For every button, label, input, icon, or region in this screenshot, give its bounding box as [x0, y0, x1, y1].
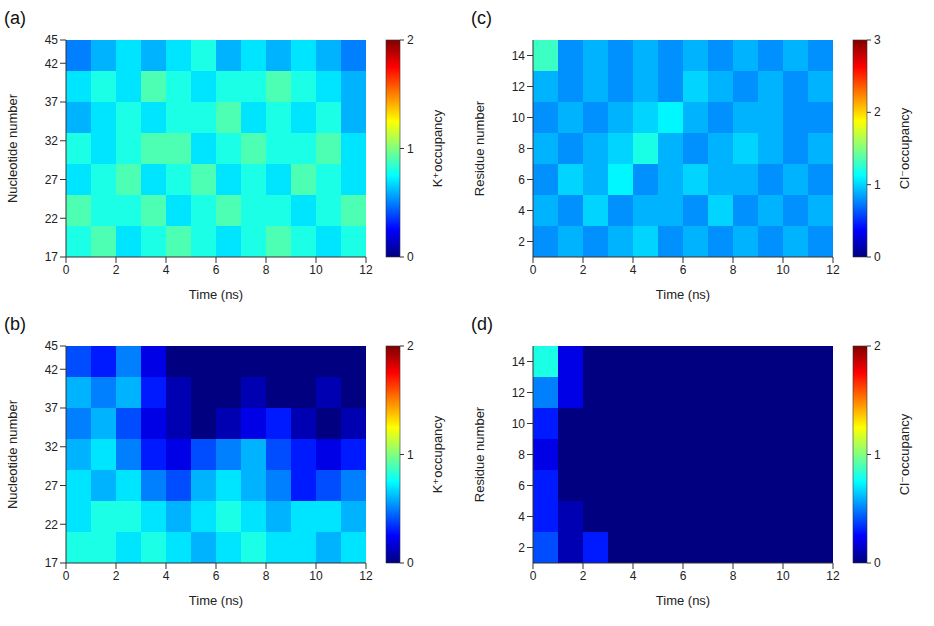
svg-text:32: 32 — [45, 440, 59, 454]
svg-text:14: 14 — [512, 49, 526, 63]
svg-text:K⁺occupancy: K⁺occupancy — [430, 415, 445, 493]
svg-text:Residue number: Residue number — [472, 406, 487, 502]
svg-text:K⁺occupancy: K⁺occupancy — [430, 109, 445, 187]
svg-text:27: 27 — [45, 173, 59, 187]
svg-text:Residue number: Residue number — [472, 100, 487, 196]
svg-text:8: 8 — [730, 569, 737, 583]
svg-text:6: 6 — [213, 263, 220, 277]
svg-text:2: 2 — [113, 263, 120, 277]
svg-text:0: 0 — [874, 556, 881, 570]
svg-text:6: 6 — [213, 569, 220, 583]
svg-text:0: 0 — [874, 250, 881, 264]
svg-text:12: 12 — [512, 80, 526, 94]
svg-text:10: 10 — [512, 111, 526, 125]
svg-text:1: 1 — [407, 142, 414, 156]
svg-text:2: 2 — [580, 263, 587, 277]
svg-text:12: 12 — [826, 569, 840, 583]
svg-text:2: 2 — [113, 569, 120, 583]
svg-text:10: 10 — [512, 417, 526, 431]
svg-text:6: 6 — [518, 479, 525, 493]
svg-text:4: 4 — [630, 569, 637, 583]
svg-text:37: 37 — [45, 401, 59, 415]
svg-text:8: 8 — [263, 263, 270, 277]
svg-text:17: 17 — [45, 556, 59, 570]
svg-text:1: 1 — [874, 178, 881, 192]
svg-text:Nucleotide number: Nucleotide number — [5, 399, 20, 509]
svg-text:8: 8 — [518, 448, 525, 462]
svg-text:37: 37 — [45, 95, 59, 109]
svg-text:0: 0 — [63, 263, 70, 277]
svg-text:10: 10 — [776, 569, 790, 583]
svg-text:0: 0 — [407, 250, 414, 264]
html-text:(d): (d) — [471, 314, 493, 334]
svg-text:6: 6 — [518, 173, 525, 187]
svg-text:Time (ns): Time (ns) — [656, 287, 710, 302]
svg-text:32: 32 — [45, 134, 59, 148]
svg-text:2: 2 — [407, 339, 414, 353]
svg-text:0: 0 — [407, 556, 414, 570]
svg-text:3: 3 — [874, 33, 881, 47]
svg-text:Cl⁻occupancy: Cl⁻occupancy — [897, 107, 912, 189]
svg-text:Cl⁻occupancy: Cl⁻occupancy — [897, 413, 912, 495]
svg-text:22: 22 — [45, 212, 59, 226]
svg-text:45: 45 — [45, 33, 59, 47]
svg-text:Time (ns): Time (ns) — [656, 593, 710, 608]
svg-text:10: 10 — [309, 569, 323, 583]
svg-text:10: 10 — [776, 263, 790, 277]
svg-text:45: 45 — [45, 339, 59, 353]
svg-text:8: 8 — [518, 142, 525, 156]
svg-text:4: 4 — [163, 263, 170, 277]
html-text:(b): (b) — [4, 314, 26, 334]
svg-text:22: 22 — [45, 518, 59, 532]
svg-text:6: 6 — [680, 263, 687, 277]
svg-text:2: 2 — [407, 33, 414, 47]
svg-text:42: 42 — [45, 57, 59, 71]
svg-text:0: 0 — [530, 569, 537, 583]
svg-text:Time (ns): Time (ns) — [189, 287, 243, 302]
svg-text:0: 0 — [63, 569, 70, 583]
html-text:(c): (c) — [471, 8, 492, 28]
svg-text:12: 12 — [359, 569, 373, 583]
svg-text:8: 8 — [263, 569, 270, 583]
svg-text:2: 2 — [518, 541, 525, 555]
svg-text:Time (ns): Time (ns) — [189, 593, 243, 608]
svg-text:1: 1 — [407, 448, 414, 462]
svg-text:14: 14 — [512, 355, 526, 369]
svg-text:4: 4 — [163, 569, 170, 583]
svg-text:10: 10 — [309, 263, 323, 277]
svg-text:4: 4 — [630, 263, 637, 277]
svg-text:42: 42 — [45, 363, 59, 377]
svg-text:4: 4 — [518, 510, 525, 524]
svg-text:2: 2 — [874, 339, 881, 353]
svg-text:12: 12 — [512, 386, 526, 400]
svg-text:0: 0 — [530, 263, 537, 277]
svg-text:1: 1 — [874, 448, 881, 462]
svg-text:2: 2 — [580, 569, 587, 583]
svg-text:4: 4 — [518, 204, 525, 218]
svg-text:Nucleotide number: Nucleotide number — [5, 93, 20, 203]
svg-text:8: 8 — [730, 263, 737, 277]
html-text:(a): (a) — [4, 8, 26, 28]
svg-text:2: 2 — [518, 235, 525, 249]
svg-text:2: 2 — [874, 105, 881, 119]
svg-text:17: 17 — [45, 250, 59, 264]
svg-text:12: 12 — [359, 263, 373, 277]
svg-text:27: 27 — [45, 479, 59, 493]
svg-text:6: 6 — [680, 569, 687, 583]
svg-text:12: 12 — [826, 263, 840, 277]
